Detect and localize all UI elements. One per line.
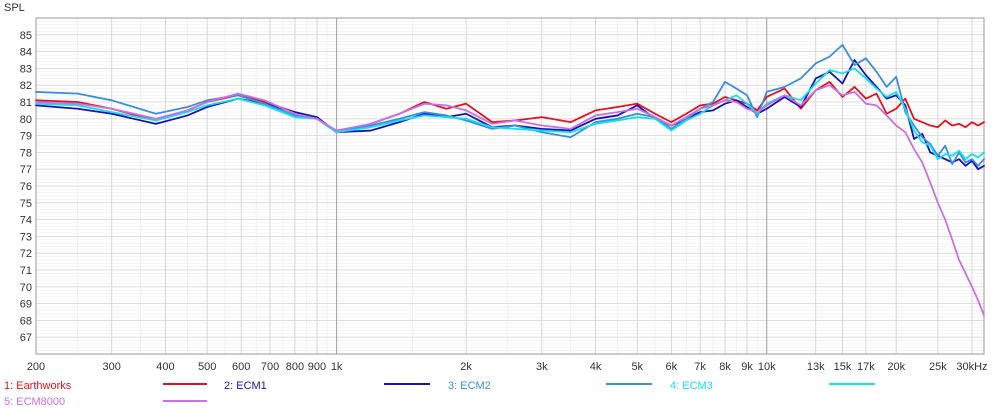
- y-tick-label: 72: [20, 248, 32, 260]
- x-tick-label: 8k: [719, 361, 731, 373]
- y-tick-label: 78: [20, 147, 32, 159]
- series-line: [35, 80, 985, 134]
- y-tick-label: 82: [20, 80, 32, 92]
- y-tick-label: 81: [20, 97, 32, 109]
- legend-label: 4: ECM3: [670, 380, 713, 392]
- y-tick-label: 85: [20, 30, 32, 42]
- x-tick-label: 7k: [694, 361, 706, 373]
- y-tick-label: 80: [20, 114, 32, 126]
- x-tick-label: 1k: [331, 361, 343, 373]
- y-tick-label: 76: [20, 181, 32, 193]
- y-tick-label: 79: [20, 131, 32, 143]
- legend: 1: Earthworks 2: ECM1 3: ECM2 4: ECM3 5: ECM…: [4, 380, 875, 408]
- legend-label: 2: ECM1: [224, 380, 267, 392]
- y-tick-label: 84: [20, 47, 32, 59]
- x-tick-label: 600: [232, 361, 250, 373]
- x-tick-label: 10k: [758, 361, 776, 373]
- x-tick-label: 6k: [666, 361, 678, 373]
- x-tick-label: 4k: [590, 361, 602, 373]
- x-tick-label: 300: [103, 361, 121, 373]
- y-tick-label: 71: [20, 265, 32, 277]
- x-tick-label: 20k: [887, 361, 905, 373]
- x-tick-label: 2k: [460, 361, 472, 373]
- legend-label: 3: ECM2: [448, 380, 491, 392]
- grid-major: [35, 17, 985, 355]
- x-tick-label: 17k: [857, 361, 875, 373]
- x-tick-label: 30kHz: [956, 361, 987, 373]
- x-tick-label: 9k: [741, 361, 753, 373]
- y-tick-label: 69: [20, 299, 32, 311]
- x-tick-label: 13k: [807, 361, 825, 373]
- x-tick-label: 5k: [631, 361, 643, 373]
- series-line: [35, 59, 985, 171]
- x-tick-label: 3k: [536, 361, 548, 373]
- series-line: [35, 84, 985, 317]
- series-lines: [35, 43, 985, 317]
- y-tick-label: 67: [20, 332, 32, 344]
- x-tick-label: 900: [308, 361, 326, 373]
- legend-label: 5: ECM8000: [4, 396, 65, 408]
- y-tick-label: 68: [20, 315, 32, 327]
- x-tick-label: 15k: [834, 361, 852, 373]
- x-tick-label: 200: [27, 361, 45, 373]
- y-tick-label: 74: [20, 215, 32, 227]
- x-tick-label: 700: [261, 361, 279, 373]
- y-tick-label: 75: [20, 198, 32, 210]
- y-tick-labels: 67 68 69 70 71 72 73 74 75 76 77 78 79 80 81 82 83 84 85: [20, 30, 32, 344]
- y-tick-label: 73: [20, 231, 32, 243]
- x-tick-labels: 200 300 400 500 600 700 800 900 1k 2k 3k 4k 5k 6k 7k 8k…: [27, 361, 988, 373]
- y-tick-label: 83: [20, 63, 32, 75]
- plot-frame: [35, 17, 985, 355]
- y-tick-label: 70: [20, 282, 32, 294]
- x-tick-label: 500: [198, 361, 216, 373]
- x-tick-label: 25k: [929, 361, 947, 373]
- y-tick-label: 77: [20, 164, 32, 176]
- y-axis-label: SPL: [4, 2, 25, 14]
- x-tick-label: 800: [286, 361, 304, 373]
- x-tick-label: 400: [156, 361, 174, 373]
- legend-label: 1: Earthworks: [4, 380, 72, 392]
